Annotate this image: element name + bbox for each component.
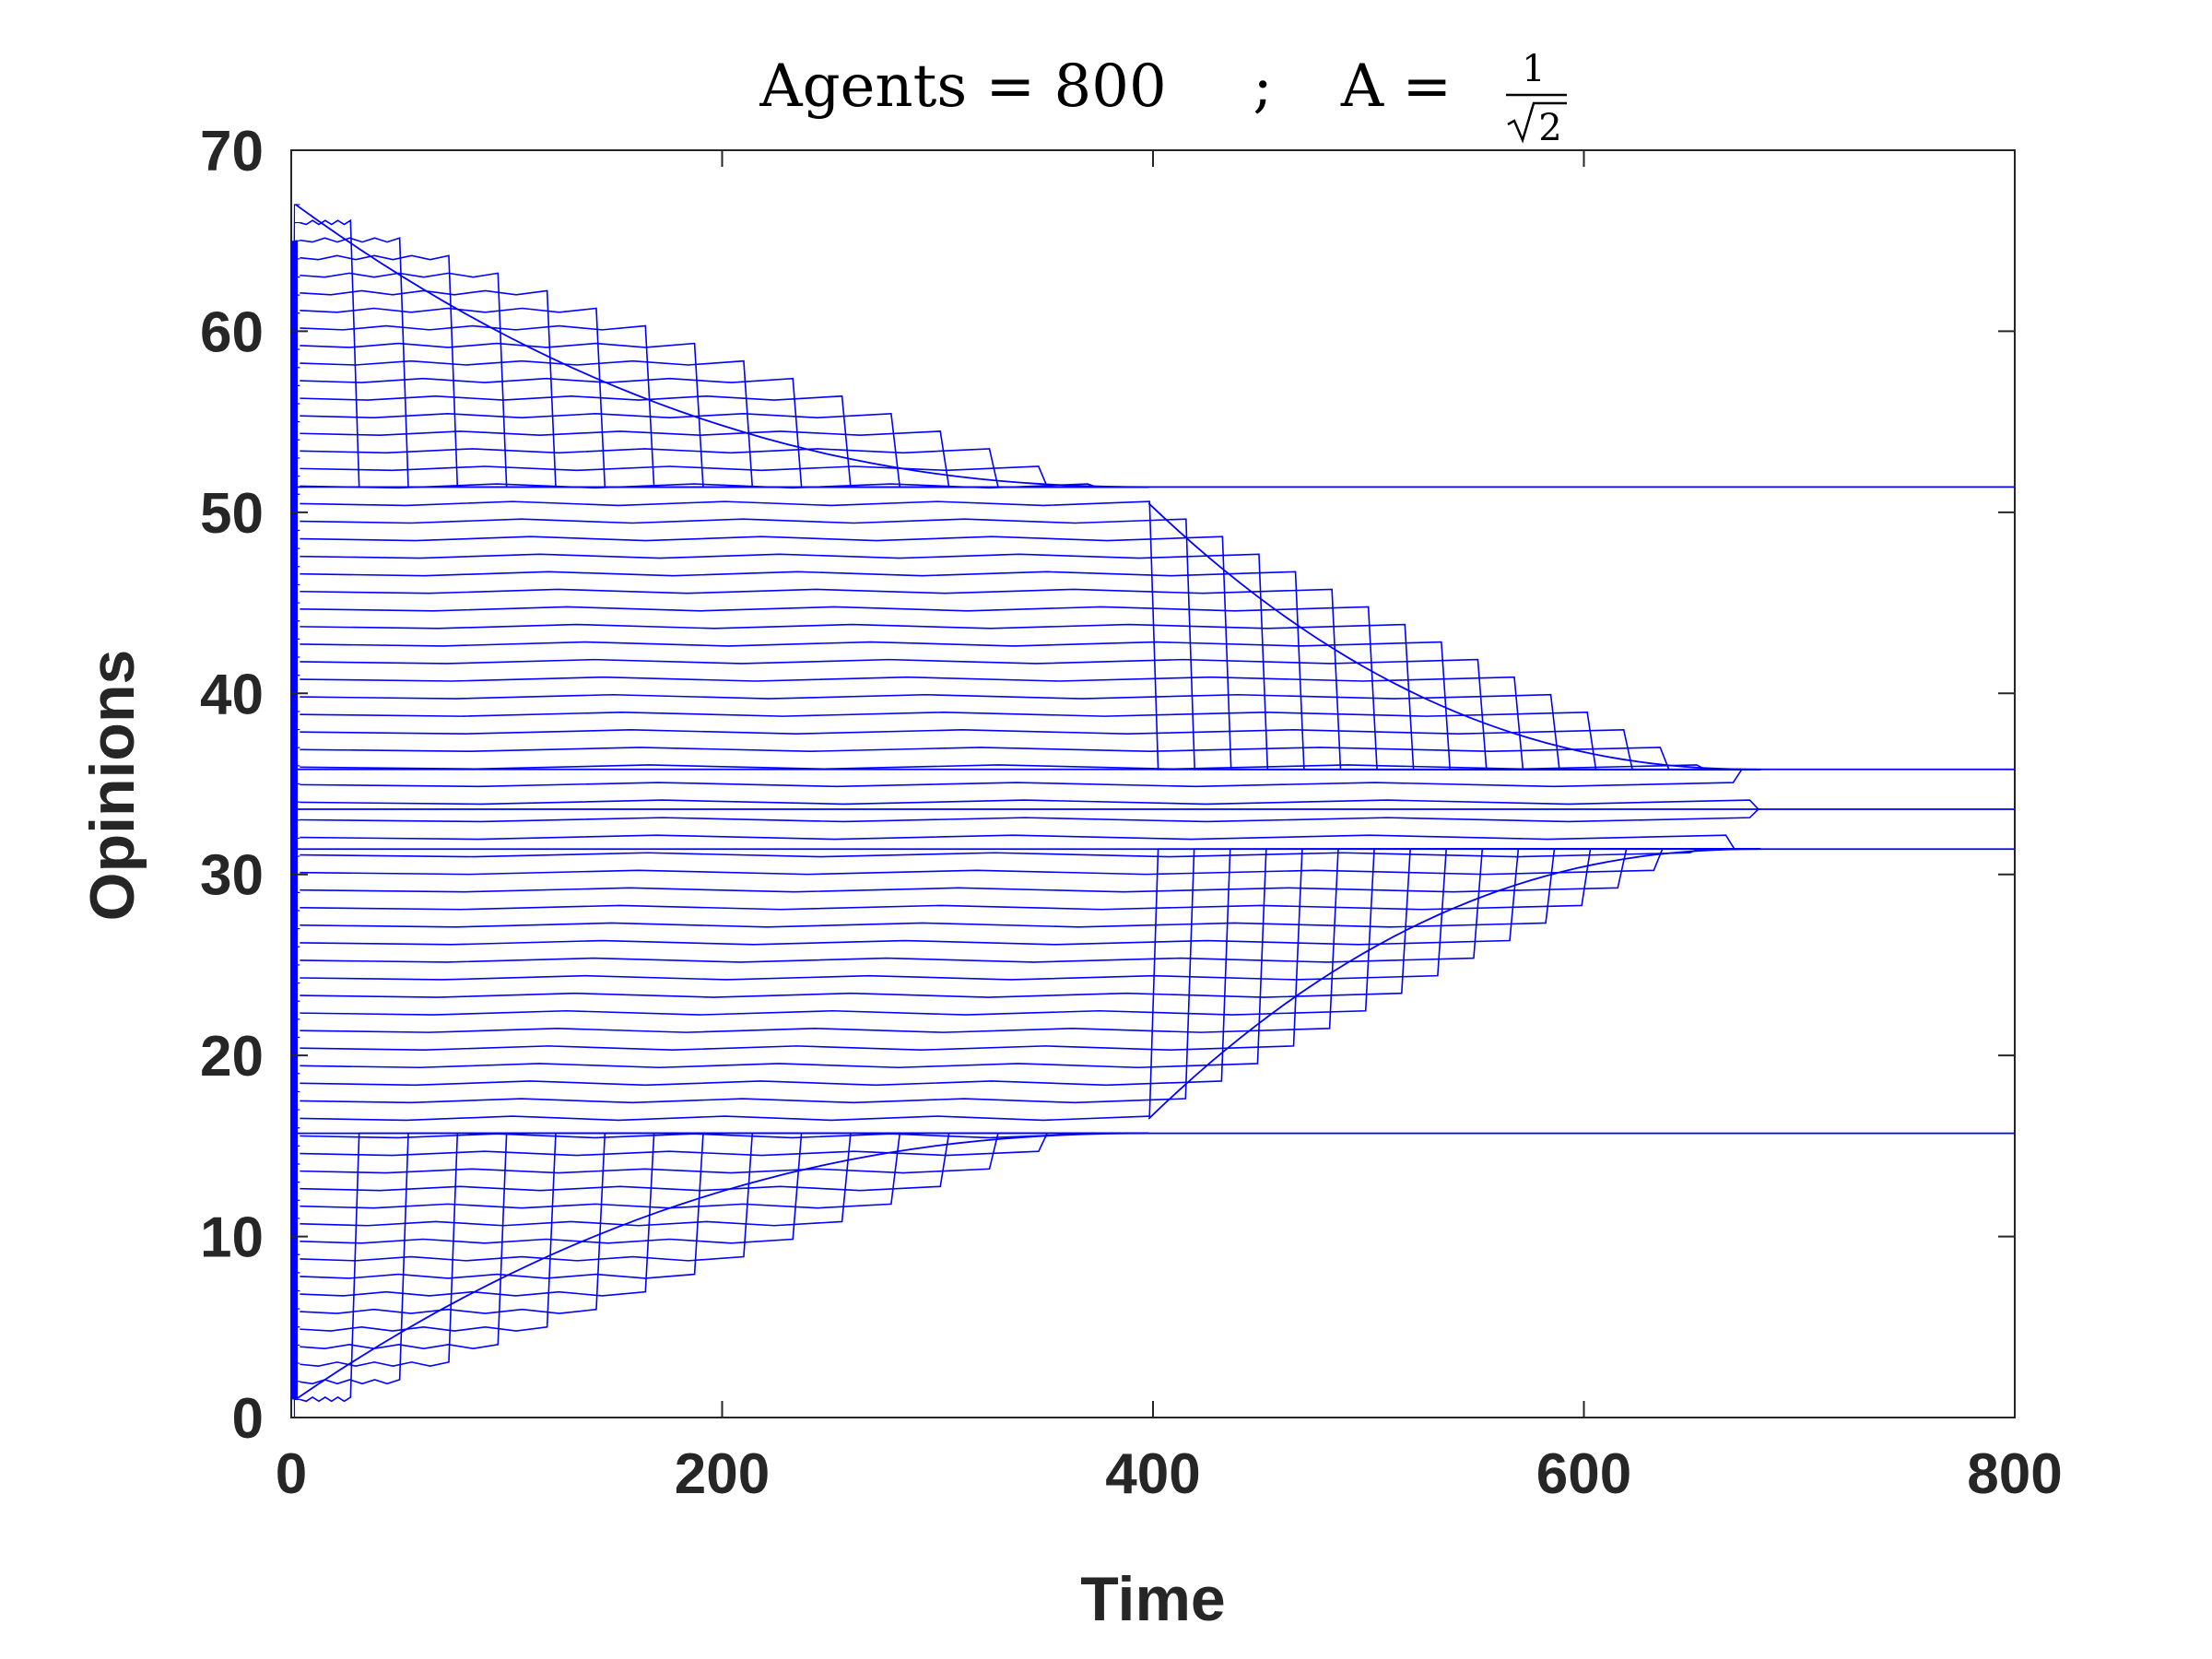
opinion-trajectory bbox=[300, 848, 1761, 893]
opinion-trajectory bbox=[300, 500, 1761, 771]
upper-envelope bbox=[295, 204, 1149, 488]
title-agents: Agents = 800 bbox=[759, 53, 1166, 121]
opinion-trajectory bbox=[300, 342, 1149, 488]
opinion-trajectory bbox=[300, 1132, 1149, 1262]
opinion-trajectory bbox=[300, 848, 1761, 1087]
opinion-trajectory bbox=[300, 848, 1761, 1051]
y-tick-label: 70 bbox=[200, 120, 264, 183]
opinion-trajectory bbox=[300, 848, 1761, 858]
opinion-trajectory bbox=[300, 848, 1761, 1016]
opinion-trajectory bbox=[300, 272, 1149, 488]
opinion-trajectory bbox=[300, 1132, 1149, 1279]
opinion-trajectory bbox=[300, 1132, 1149, 1227]
opinion-trajectory bbox=[300, 606, 1761, 771]
x-tick-label: 800 bbox=[1967, 1442, 2062, 1506]
x-tick-label: 400 bbox=[1105, 1442, 1200, 1506]
opinion-trajectory bbox=[300, 676, 1761, 771]
opinion-trajectory bbox=[300, 1132, 1149, 1297]
opinion-trajectory bbox=[300, 359, 1149, 488]
opinion-trajectory bbox=[300, 1132, 1149, 1385]
opinion-trajectory bbox=[300, 448, 1149, 488]
sqrt-symbol bbox=[1507, 101, 1567, 144]
opinion-trajectory bbox=[300, 1132, 1149, 1174]
opinion-trajectory bbox=[300, 848, 1761, 876]
x-tick-label: 200 bbox=[675, 1442, 770, 1506]
x-tick-label: 0 bbox=[276, 1442, 307, 1506]
opinion-trajectory bbox=[300, 848, 1761, 981]
opinion-trajectory bbox=[300, 254, 1149, 488]
opinion-trajectory bbox=[300, 289, 1149, 488]
opinion-trajectory bbox=[300, 848, 1761, 1033]
chart-title: Agents = 800 ; A = 1 2 bbox=[759, 48, 1567, 149]
opinion-trajectory bbox=[300, 1132, 1149, 1332]
y-tick-label: 60 bbox=[200, 300, 264, 364]
opinion-trajectory bbox=[300, 848, 1761, 963]
opinion-trajectory bbox=[300, 394, 1149, 488]
title-frac-numerator: 1 bbox=[1522, 48, 1545, 90]
opinion-trajectory bbox=[300, 1132, 1149, 1349]
opinion-trajectory bbox=[300, 848, 1761, 946]
opinion-trajectory bbox=[300, 218, 1149, 488]
opinion-trajectory bbox=[300, 848, 1761, 1069]
opinion-trajectory bbox=[300, 535, 1761, 771]
opinion-trajectory bbox=[300, 641, 1761, 771]
upper-inner-envelope bbox=[1147, 502, 1761, 771]
opinion-trajectory bbox=[300, 465, 1149, 488]
opinion-trajectory bbox=[300, 324, 1149, 488]
opinion-trajectory bbox=[300, 848, 1761, 1104]
y-tick-label: 0 bbox=[232, 1387, 264, 1451]
opinion-trajectory bbox=[300, 1132, 1149, 1314]
opinion-trajectory bbox=[300, 623, 1761, 771]
opinion-trajectory bbox=[300, 729, 1761, 771]
y-axis-label: Opinions bbox=[77, 650, 147, 922]
y-tick-label: 20 bbox=[200, 1025, 264, 1088]
opinion-trajectory bbox=[300, 518, 1761, 771]
lower-envelope bbox=[295, 1132, 1149, 1401]
title-frac-denominator: 2 bbox=[1538, 107, 1561, 149]
opinion-trajectory bbox=[300, 658, 1761, 771]
opinion-trajectory bbox=[300, 553, 1761, 771]
opinion-trajectory bbox=[300, 1132, 1149, 1403]
title-separator: ; bbox=[1253, 53, 1273, 121]
y-tick-label: 30 bbox=[200, 844, 264, 908]
y-tick-label: 50 bbox=[200, 482, 264, 546]
lower-inner-envelope bbox=[1147, 848, 1761, 1120]
x-axis-label: Time bbox=[1080, 1564, 1225, 1634]
opinion-trajectory bbox=[300, 1132, 1149, 1157]
opinion-trajectory bbox=[300, 412, 1149, 488]
opinion-trajectory bbox=[300, 1132, 1149, 1244]
ticks-group bbox=[290, 149, 2016, 1418]
opinion-trajectory bbox=[300, 848, 1761, 928]
series-group bbox=[290, 204, 2015, 1418]
opinion-trajectory bbox=[300, 693, 1761, 771]
opinion-trajectory bbox=[300, 747, 1761, 771]
x-tick-labels: 0 200 400 600 800 bbox=[276, 1442, 2063, 1506]
opinion-trajectory bbox=[300, 1132, 1149, 1368]
opinion-trajectory bbox=[300, 848, 1761, 1122]
y-tick-label: 40 bbox=[200, 663, 264, 726]
opinion-trajectory bbox=[300, 483, 1149, 489]
y-tick-label: 10 bbox=[200, 1206, 264, 1270]
opinion-trajectory bbox=[300, 848, 1761, 998]
x-tick-label: 600 bbox=[1536, 1442, 1631, 1506]
initial-density-band bbox=[291, 241, 299, 1400]
opinion-trajectory bbox=[300, 799, 1761, 810]
opinion-trajectory bbox=[300, 571, 1761, 771]
opinion-trajectory bbox=[300, 307, 1149, 488]
opinion-trajectory bbox=[300, 711, 1761, 771]
opinion-trajectory bbox=[300, 808, 1761, 823]
opinion-trajectory bbox=[300, 848, 1761, 911]
opinion-trajectory bbox=[300, 768, 1761, 788]
opinion-trajectory bbox=[300, 430, 1149, 488]
title-a: A = bbox=[1340, 53, 1452, 121]
y-tick-labels: 0 10 20 30 40 50 60 70 bbox=[200, 120, 264, 1451]
opinion-trajectory bbox=[300, 834, 1761, 851]
opinion-trajectory bbox=[300, 237, 1149, 488]
opinion-trajectory bbox=[300, 1132, 1149, 1192]
